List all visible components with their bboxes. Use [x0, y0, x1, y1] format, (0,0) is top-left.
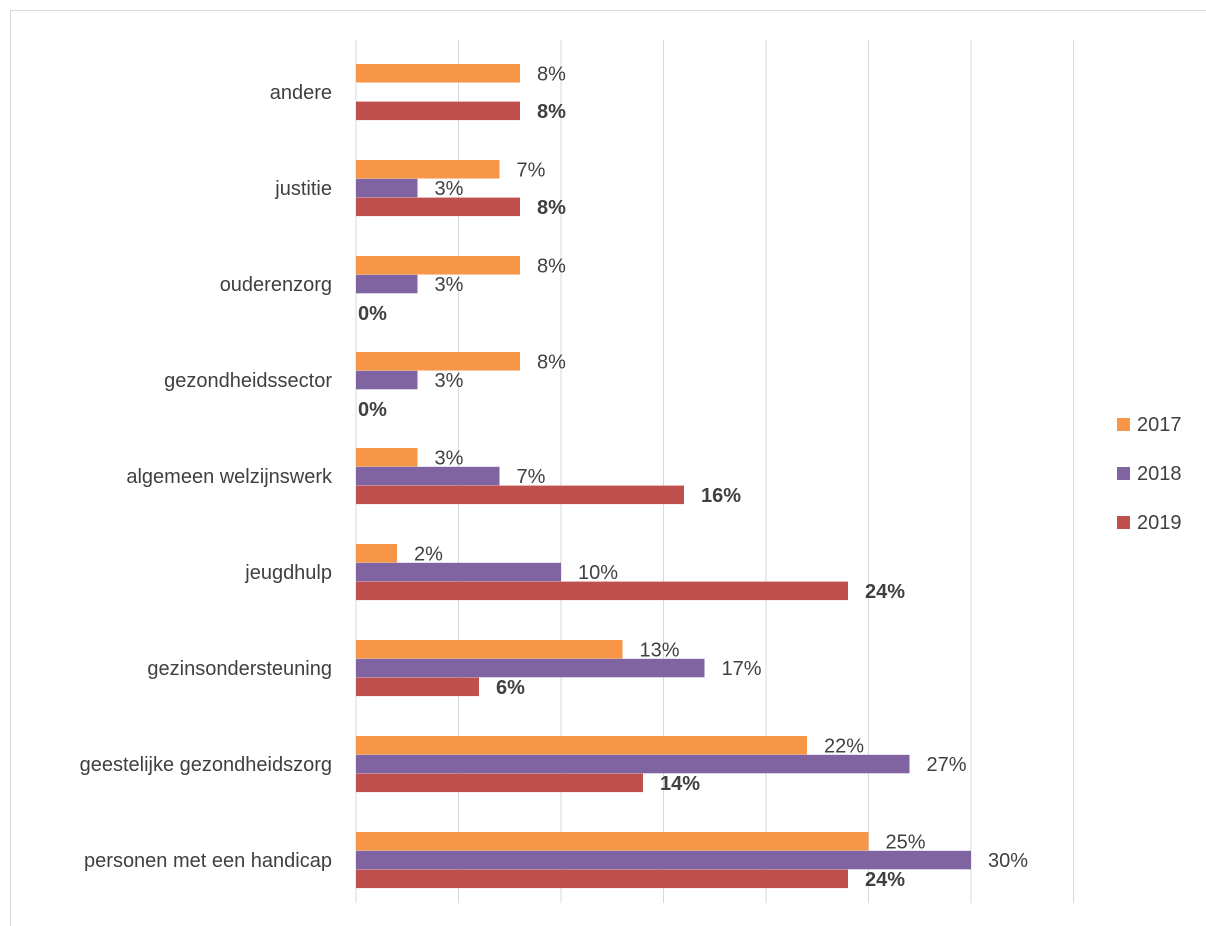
data-label: 30% — [988, 850, 1028, 872]
bar-2019 — [356, 677, 479, 697]
bar-2018 — [356, 562, 561, 582]
data-label: 8% — [537, 197, 566, 219]
data-label: 8% — [537, 351, 566, 373]
bar-2017 — [356, 64, 520, 83]
category-label: geestelijke gezondheidszorg — [80, 754, 332, 776]
category-label: gezinsondersteuning — [147, 658, 332, 680]
data-label: 14% — [660, 773, 700, 795]
data-label: 6% — [496, 677, 525, 699]
data-label: 3% — [435, 447, 464, 469]
data-label: 8% — [537, 255, 566, 277]
data-label: 8% — [537, 101, 566, 123]
category-label: ouderenzorg — [220, 274, 332, 296]
legend-swatch-2018 — [1117, 467, 1130, 480]
data-label: 3% — [435, 274, 464, 296]
bar-2018 — [356, 850, 971, 870]
category-label: justitie — [274, 178, 332, 200]
bar-2017 — [356, 352, 520, 371]
data-label: 24% — [865, 581, 905, 603]
bar-2017 — [356, 544, 397, 563]
category-label: gezondheidssector — [164, 370, 332, 392]
data-label: 13% — [640, 639, 680, 661]
bar-2019 — [356, 197, 520, 217]
bar-2017 — [356, 832, 869, 851]
bar-2017 — [356, 160, 500, 179]
bar-2019 — [356, 101, 520, 121]
data-label: 25% — [886, 831, 926, 853]
bar-2018 — [356, 370, 418, 390]
data-label: 24% — [865, 869, 905, 891]
data-label: 17% — [722, 658, 762, 680]
bar-2017 — [356, 256, 520, 275]
data-label: 27% — [927, 754, 967, 776]
data-label: 8% — [537, 63, 566, 85]
category-label: algemeen welzijnswerk — [126, 466, 333, 488]
category-label: personen met een handicap — [84, 850, 332, 872]
bar-2019 — [356, 773, 643, 793]
data-label: 10% — [578, 562, 618, 584]
data-label: 3% — [435, 370, 464, 392]
legend-label: 2019 — [1137, 512, 1182, 534]
bar-2017 — [356, 736, 807, 755]
chart-frame — [10, 10, 1206, 926]
bar-2018 — [356, 754, 910, 774]
legend-swatch-2019 — [1117, 516, 1130, 529]
bar-2018 — [356, 178, 418, 198]
data-label: 2% — [414, 543, 443, 565]
category-label: jeugdhulp — [244, 562, 332, 584]
bar-2017 — [356, 640, 623, 659]
data-label: 3% — [435, 178, 464, 200]
bar-2018 — [356, 466, 500, 486]
data-label: 0% — [358, 399, 387, 421]
bar-2018 — [356, 274, 418, 294]
data-label: 16% — [701, 485, 741, 507]
bar-2018 — [356, 658, 705, 678]
bar-2019 — [356, 869, 848, 889]
data-label: 7% — [517, 159, 546, 181]
category-label: andere — [270, 82, 332, 104]
data-label: 0% — [358, 303, 387, 325]
bar-2017 — [356, 448, 418, 467]
bar-2019 — [356, 485, 684, 505]
legend-label: 2018 — [1137, 463, 1182, 485]
data-label: 7% — [517, 466, 546, 488]
legend-swatch-2017 — [1117, 418, 1130, 431]
bar-2019 — [356, 581, 848, 601]
legend-label: 2017 — [1137, 414, 1182, 436]
data-label: 22% — [824, 735, 864, 757]
